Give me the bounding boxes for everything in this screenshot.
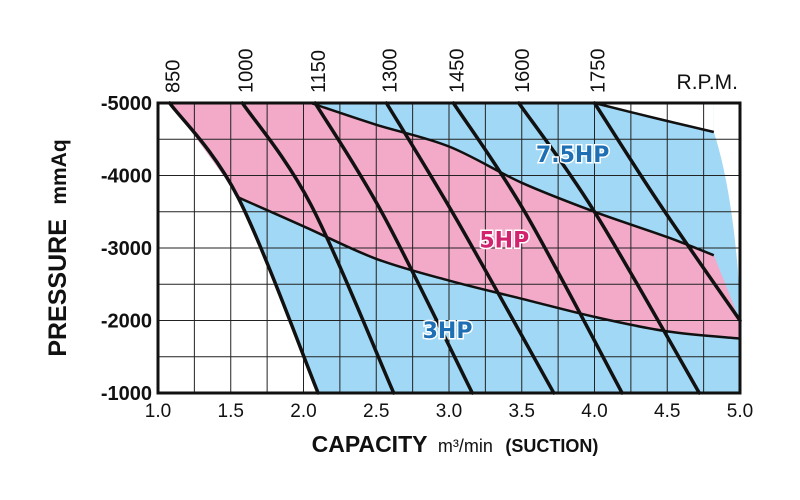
rpm-curves [167,101,742,395]
y-tick-label: -3000 [101,238,152,260]
x-tick-label: 3.0 [436,401,462,422]
rpm-tick-label: 1600 [512,49,534,94]
y-tick-label: -2000 [101,311,152,333]
power-boundary-7-5HP [594,101,715,134]
y-tick-labels: -5000 -4000 -3000 -2000 -1000 [101,93,152,405]
x-axis-unit: m³/min [438,436,493,456]
x-axis-title: CAPACITY m³/min (SUCTION) [312,431,599,457]
x-tick-label: 3.5 [509,401,535,422]
hp-label: 7.5HP [536,143,610,168]
hp-region-labels: 7.5HP 5HP 3HP [421,141,611,345]
x-tick-label: 4.0 [581,401,607,422]
rpm-tick-label: 1300 [379,49,401,94]
rpm-curve-1150 [313,101,475,395]
rpm-tick-label: 1150 [308,50,330,93]
rpm-curve-850 [167,101,320,395]
x-tick-labels: 1.0 1.5 2.0 2.5 3.0 3.5 4.0 4.5 5.0 [145,401,753,422]
y-axis-unit: mmAq [48,139,71,204]
x-tick-label: 2.5 [363,401,389,422]
x-tick-label: 5.0 [727,401,753,422]
rpm-tick-label: 1750 [588,49,610,94]
x-tick-label: 4.5 [654,401,680,422]
hp-label: 3HP [423,319,473,344]
x-tick-label: 1.5 [218,401,244,422]
plot-frame [156,101,742,395]
rpm-curve-1450 [451,101,624,395]
y-axis-title: PRESSURE mmAq [44,139,72,356]
y-axis-label: PRESSURE [44,219,72,357]
y-tick-label: -1000 [101,383,152,405]
rpm-tick-label: 1000 [235,48,257,93]
y-tick-label: -5000 [101,93,152,115]
rpm-curve-1750 [592,101,742,323]
rpm-curve-1600 [517,101,702,395]
rpm-tick-labels: 850 1000 1150 1300 1450 1600 1750 [163,48,610,93]
x-tick-label: 2.0 [290,401,316,422]
rpm-tick-label: 850 [163,60,185,93]
x-tick-label: 1.0 [145,401,171,422]
x-axis-suffix: (SUCTION) [505,436,598,456]
y-tick-label: -4000 [101,166,152,188]
x-axis-label: CAPACITY [312,431,428,457]
power-boundary-5HP [310,101,715,257]
region-pink [169,103,740,339]
hp-label: 5HP [479,228,529,253]
rpm-curve-1000 [240,101,396,395]
rpm-axis-label: R.P.M. [677,71,738,94]
power-boundary-3HP [237,196,741,340]
rpm-tick-label: 1450 [446,49,468,94]
